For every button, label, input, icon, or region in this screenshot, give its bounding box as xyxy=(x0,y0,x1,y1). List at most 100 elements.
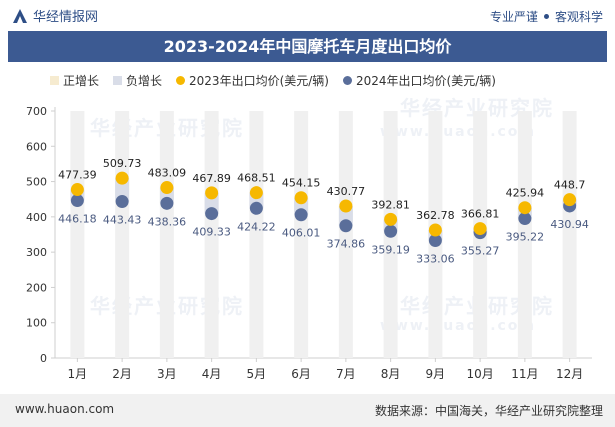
x-tick-label: 10月 xyxy=(466,367,493,381)
point-2023 xyxy=(428,223,442,237)
point-2024 xyxy=(160,196,174,210)
x-tick-label: 3月 xyxy=(157,367,177,381)
watermark-url: www.huaon.com xyxy=(380,318,537,334)
point-2023 xyxy=(160,181,174,195)
y-tick-label: 200 xyxy=(26,281,47,294)
title-bar: 2023-2024年中国摩托车月度出口均价 xyxy=(8,31,607,62)
legend-item-2024: 2024年出口均价(美元/辆) xyxy=(342,72,496,89)
column-background xyxy=(70,111,85,358)
point-2024 xyxy=(384,224,398,238)
data-label-2024: 424.22 xyxy=(237,220,276,233)
point-2023 xyxy=(473,222,487,236)
point-2023 xyxy=(115,171,129,185)
data-label-2024: 395.22 xyxy=(506,231,545,244)
legend-label-negative: 负增长 xyxy=(126,74,163,88)
x-tick-label: 5月 xyxy=(247,367,267,381)
data-label-2023: 468.51 xyxy=(237,172,276,185)
x-tick-label: 6月 xyxy=(291,367,311,381)
legend-item-negative: 负增长 xyxy=(113,72,162,89)
point-2023 xyxy=(563,193,577,207)
footer: www.huaon.com 数据来源：中国海关，华经产业研究院整理 xyxy=(0,394,615,427)
data-label-2023: 509.73 xyxy=(103,157,142,170)
point-2024 xyxy=(115,195,129,209)
point-2023 xyxy=(294,191,308,205)
top-bar: 华经情报网 专业严谨 客观科学 xyxy=(0,0,615,30)
data-label-2024: 355.27 xyxy=(461,245,500,258)
tagline-left: 专业严谨 xyxy=(489,10,538,24)
y-tick-label: 0 xyxy=(40,352,47,365)
point-2024 xyxy=(70,194,84,208)
data-label-2024: 406.01 xyxy=(282,227,321,240)
data-label-2024: 430.94 xyxy=(550,218,589,231)
data-label-2024: 409.33 xyxy=(192,226,231,239)
column-background xyxy=(159,111,174,358)
legend-item-2023: 2023年出口均价(美元/辆) xyxy=(176,72,329,89)
brand-name: 华经情报网 xyxy=(33,10,99,25)
data-label-2023: 483.09 xyxy=(148,167,187,180)
tagline: 专业严谨 客观科学 xyxy=(490,8,603,25)
separator-dot-icon xyxy=(543,14,549,19)
legend-label-positive: 正增长 xyxy=(63,74,100,88)
legend-swatch-2024 xyxy=(342,76,352,85)
legend-swatch-negative xyxy=(113,76,123,85)
column-background xyxy=(562,111,577,358)
data-label-2024: 374.86 xyxy=(327,238,366,251)
legend-item-positive: 正增长 xyxy=(50,72,99,89)
data-label-2024: 359.19 xyxy=(371,243,410,256)
point-2024 xyxy=(518,212,532,226)
x-tick-label: 4月 xyxy=(202,367,222,381)
y-tick-label: 500 xyxy=(26,176,47,189)
point-2023 xyxy=(339,199,353,213)
point-2024 xyxy=(249,201,263,215)
point-2023 xyxy=(70,183,84,197)
x-tick-label: 9月 xyxy=(426,367,446,381)
y-tick-label: 100 xyxy=(26,317,47,330)
data-label-2024: 333.06 xyxy=(416,252,455,265)
column-background xyxy=(115,111,130,358)
data-label-2023: 392.81 xyxy=(371,198,410,211)
y-tick-label: 700 xyxy=(26,105,47,118)
y-tick-label: 600 xyxy=(26,140,47,153)
tagline-right: 客观科学 xyxy=(554,10,603,24)
point-2024 xyxy=(428,233,442,247)
chart-area: 0 100 200 300 400 500 600 700 1月 2月 3月 4月 5月 6月 7月 8月 9月… xyxy=(26,105,592,381)
point-2023 xyxy=(384,212,398,226)
x-tick-label: 1月 xyxy=(68,367,88,381)
column-background xyxy=(338,111,353,358)
y-tick-label: 300 xyxy=(26,246,47,259)
column-background xyxy=(249,111,264,358)
data-label-2023: 454.15 xyxy=(282,177,321,190)
x-tick-label: 2月 xyxy=(112,367,132,381)
x-tick-label: 11月 xyxy=(511,367,538,381)
chart-legend: 正增长 负增长 2023年出口均价(美元/辆) 2024年出口均价(美元/辆) xyxy=(50,72,496,89)
y-tick-label: 400 xyxy=(26,211,47,224)
point-2023 xyxy=(518,201,532,215)
column-background xyxy=(204,111,219,358)
data-label-2023: 430.77 xyxy=(327,185,366,198)
data-label-2023: 467.89 xyxy=(192,172,231,185)
brand-logo[interactable]: 华经情报网 xyxy=(12,6,98,25)
point-2023 xyxy=(249,186,263,200)
website-link[interactable]: www.huaon.com xyxy=(15,402,115,416)
data-label-2023: 477.39 xyxy=(58,169,97,182)
point-2024 xyxy=(294,208,308,222)
legend-swatch-positive xyxy=(50,76,59,85)
data-label-2023: 425.94 xyxy=(506,187,545,200)
x-tick-label: 7月 xyxy=(336,367,356,381)
data-source: 数据来源：中国海关，华经产业研究院整理 xyxy=(374,404,603,418)
chart-title: 2023-2024年中国摩托车月度出口均价 xyxy=(163,37,452,56)
x-tick-label: 8月 xyxy=(381,367,401,381)
data-label-2023: 366.81 xyxy=(461,208,500,221)
point-2024 xyxy=(339,219,353,233)
point-2024 xyxy=(205,207,219,221)
data-label-2023: 448.7 xyxy=(554,179,586,192)
data-label-2024: 446.18 xyxy=(58,213,97,226)
watermark-url: www.huaon.com xyxy=(380,124,537,140)
legend-swatch-2023 xyxy=(176,76,186,85)
legend-label-2023: 2023年出口均价(美元/辆) xyxy=(189,74,329,88)
data-label-2024: 443.43 xyxy=(103,214,142,227)
column-background xyxy=(294,111,309,358)
brand-logo-icon xyxy=(13,8,27,23)
data-label-2024: 438.36 xyxy=(148,215,187,228)
change-bar xyxy=(115,178,130,202)
